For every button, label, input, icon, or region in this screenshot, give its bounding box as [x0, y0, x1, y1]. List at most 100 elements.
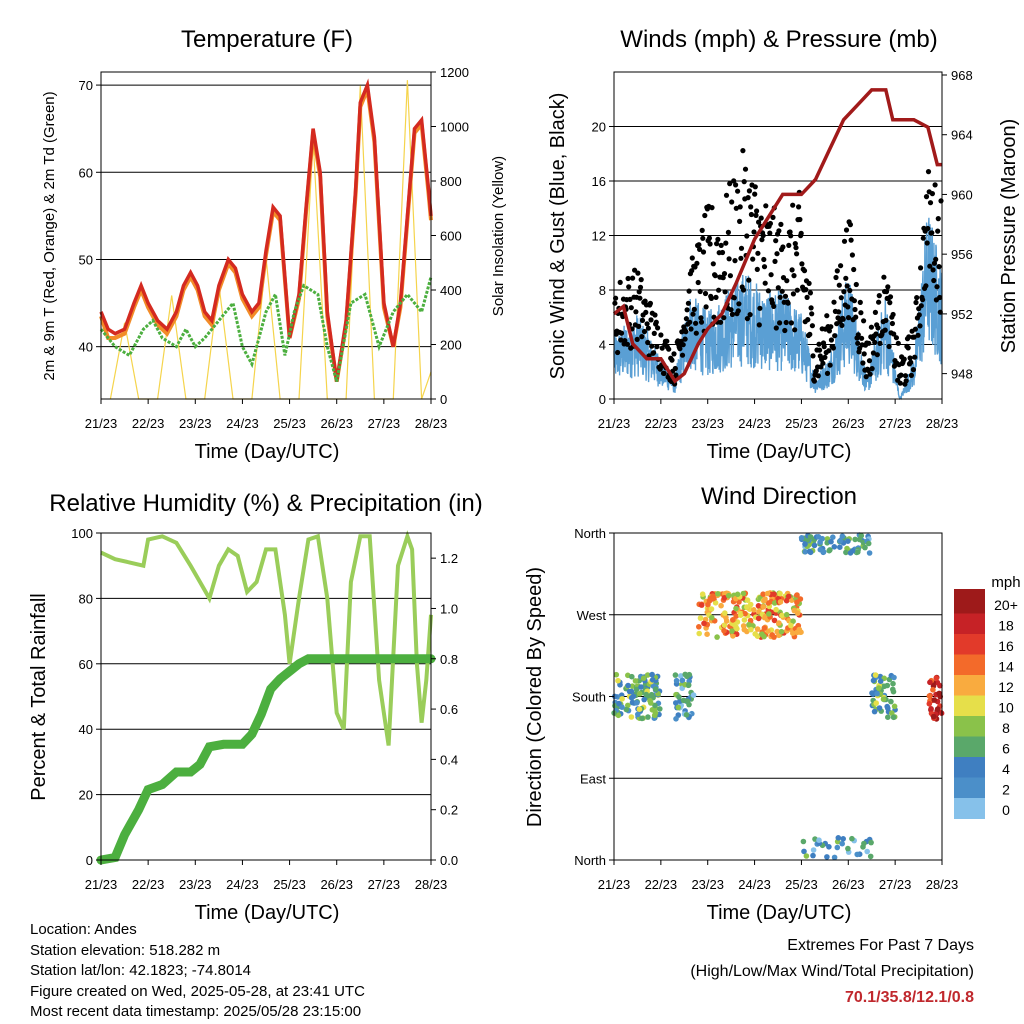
gust-point [920, 235, 926, 241]
temperature-title: Temperature (F) [181, 26, 353, 53]
direction-point [613, 671, 620, 678]
direction-point [759, 631, 765, 637]
temperature-panel: Temperature (F) 40 50 60 70 0 200 400 600 800 100… [41, 26, 507, 463]
gust-point [742, 166, 749, 172]
direction-point [704, 631, 710, 637]
gust-point [780, 244, 786, 250]
gust-point [777, 294, 783, 300]
gust-point [672, 365, 678, 372]
winds-ytick-label: 16 [592, 174, 606, 189]
direction-point [730, 617, 736, 623]
direction-point [710, 595, 717, 602]
gust-point [697, 246, 703, 252]
direction-point [761, 597, 767, 604]
gust-point [759, 237, 765, 243]
direction-point [641, 696, 647, 703]
gust-point [783, 319, 789, 326]
gust-point [693, 320, 699, 326]
gust-point [703, 304, 709, 310]
direction-point [868, 839, 874, 846]
gust-point [815, 373, 821, 379]
direction-point [696, 624, 702, 630]
humidity-title: Relative Humidity (%) & Precipitation (i… [49, 490, 482, 517]
gust-point [710, 261, 716, 267]
direction-point [777, 599, 784, 605]
temperature-xtick-label: 23/23 [179, 416, 212, 431]
gust-point [898, 372, 904, 378]
humidity-y2tick-label: 1.2 [440, 551, 458, 566]
humidity-ytick-label: 60 [79, 657, 93, 672]
winds-ytick-label: 20 [592, 120, 606, 135]
recent-data-timestamp: Most recent data timestamp: 2025/05/28 2… [30, 1003, 362, 1020]
direction-xtick-label: 24/23 [738, 877, 771, 892]
gust-point [923, 194, 930, 200]
gust-point [762, 280, 768, 286]
direction-point [806, 548, 813, 555]
gust-point [746, 277, 752, 283]
gust-point [741, 179, 747, 185]
gust-point [785, 300, 791, 306]
temperature-xlabel: Time (Day/UTC) [195, 441, 340, 463]
direction-point [645, 714, 651, 720]
temperature-ylabel-left: 2m & 9m T (Red, Orange) & 2m Td (Green) [41, 91, 58, 380]
direction-point [824, 854, 830, 860]
gust-point [789, 267, 795, 273]
direction-point [877, 678, 884, 684]
gust-point [750, 256, 756, 262]
gust-point [706, 235, 713, 241]
temperature-ytick-label: 40 [79, 340, 93, 355]
gust-points [612, 148, 944, 387]
direction-point [748, 626, 754, 633]
gust-point [828, 337, 835, 343]
direction-point [777, 590, 783, 597]
gust-point [933, 256, 939, 262]
gust-point [738, 245, 745, 251]
gust-point [779, 288, 785, 294]
extremes-values: 70.1/35.8/12.1/0.8 [845, 989, 974, 1006]
gust-point [853, 314, 859, 320]
direction-point [612, 693, 618, 700]
direction-point [771, 634, 777, 640]
gust-point [644, 321, 650, 327]
speed-legend-swatch [954, 798, 985, 819]
direction-point [872, 672, 879, 678]
gust-point [911, 334, 917, 340]
gust-point [792, 241, 798, 247]
gust-point [857, 299, 863, 305]
winds-xtick-label: 25/23 [785, 416, 818, 431]
direction-point [680, 697, 687, 704]
direction-point [884, 682, 891, 689]
gust-point [683, 316, 690, 322]
humidity-ytick-label: 100 [71, 526, 93, 541]
direction-point [629, 673, 635, 680]
gust-point [913, 299, 919, 306]
station-info: Location: Andes Station elevation: 518.2… [30, 920, 365, 1023]
gust-point [836, 309, 842, 315]
sonic-wind-line [613, 217, 943, 401]
direction-point [811, 542, 818, 549]
winds-y2tick-label: 956 [951, 247, 973, 262]
gust-point [866, 358, 873, 364]
direction-point [742, 610, 748, 617]
gust-point [727, 273, 734, 279]
gust-point [736, 301, 742, 307]
temperature-xtick-label: 21/23 [85, 416, 118, 431]
direction-ytick-label: West [577, 608, 607, 623]
temperature-y2tick-label: 1000 [440, 120, 469, 135]
winds-xtick-label: 21/23 [598, 416, 631, 431]
direction-point [723, 614, 729, 621]
gust-point [845, 315, 852, 321]
gust-point [687, 319, 693, 325]
gust-point [721, 271, 728, 277]
gust-point [645, 339, 651, 346]
winds-xtick-label: 23/23 [691, 416, 724, 431]
humidity-ticks: 0 20 40 60 80 100 0.0 0.2 0.4 0.6 0.8 1.0 1.2 21/23 22… [71, 526, 458, 892]
gust-point [756, 322, 762, 328]
temperature-y2tick-label: 1200 [440, 65, 469, 80]
gust-point [653, 319, 659, 325]
direction-xtick-label: 25/23 [785, 877, 818, 892]
gust-point [696, 242, 702, 248]
gust-point [861, 318, 867, 324]
gust-point [793, 245, 799, 251]
direction-ytick-label: South [572, 690, 606, 705]
